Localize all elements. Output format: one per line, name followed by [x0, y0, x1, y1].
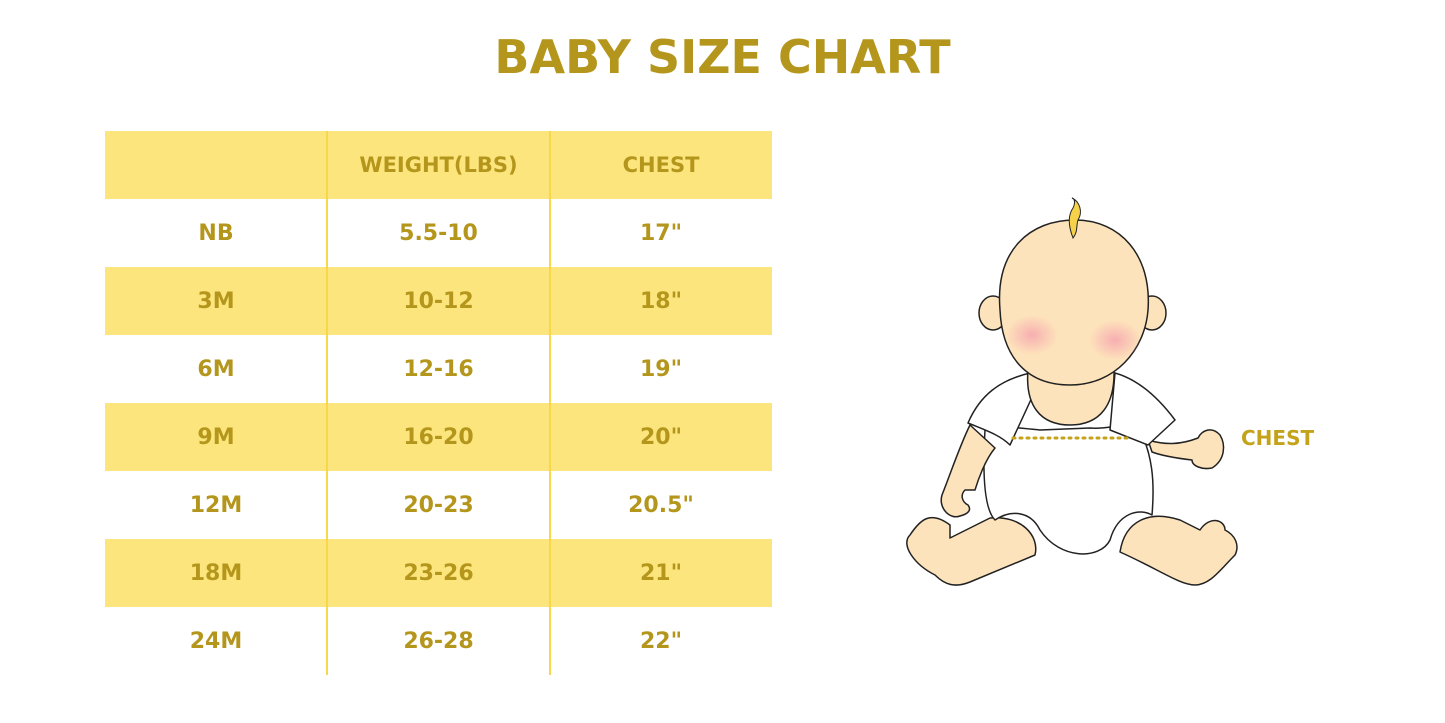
right-cheek: [1089, 320, 1141, 360]
size-table: WEIGHT(LBS) CHEST NB 5.5-10 17" 3M 10-12…: [105, 131, 772, 675]
onesie: [983, 424, 1154, 555]
chest-cell: 19": [639, 356, 683, 382]
size-cell: 12M: [189, 492, 243, 518]
table-row: 6M 12-16 19": [105, 335, 772, 403]
right-arm: [1147, 429, 1225, 470]
chest-cell: 20.5": [628, 492, 694, 518]
neck: [1026, 369, 1115, 426]
chest-cell: 17": [639, 220, 683, 246]
table-header: WEIGHT(LBS) CHEST: [105, 131, 772, 199]
head: [998, 219, 1150, 386]
table-row: 9M 16-20 20": [105, 403, 772, 471]
hair-curl: [1068, 197, 1081, 239]
table-row: 24M 26-28 22": [105, 607, 772, 675]
table-row: 3M 10-12 18": [105, 267, 772, 335]
weight-cell: 16-20: [403, 424, 474, 450]
header-cell: WEIGHT(LBS): [359, 153, 518, 177]
weight-cell: 12-16: [403, 356, 474, 382]
column-divider: [326, 131, 328, 675]
weight-cell: 20-23: [403, 492, 474, 518]
header-cell: CHEST: [622, 153, 700, 177]
chest-cell: 21": [639, 560, 683, 586]
table-row: NB 5.5-10 17": [105, 199, 772, 267]
size-cell: 3M: [197, 288, 235, 314]
size-cell: 24M: [189, 628, 243, 654]
table-row: 12M 20-23 20.5": [105, 471, 772, 539]
chest-label: CHEST: [1241, 426, 1315, 450]
chest-cell: 22": [639, 628, 683, 654]
right-sleeve: [1109, 372, 1176, 446]
column-divider: [549, 131, 551, 675]
size-cell: 9M: [197, 424, 235, 450]
chest-cell: 20": [639, 424, 683, 450]
size-cell: 6M: [197, 356, 235, 382]
header-cell: [105, 131, 327, 199]
right-leg: [1119, 515, 1238, 586]
page-title: BABY SIZE CHART: [494, 30, 951, 84]
weight-cell: 23-26: [403, 560, 474, 586]
size-cell: 18M: [189, 560, 243, 586]
chest-cell: 18": [639, 288, 683, 314]
left-cheek: [1006, 315, 1058, 355]
weight-cell: 26-28: [403, 628, 474, 654]
size-cell: NB: [198, 220, 234, 246]
baby-illustration: [906, 197, 1238, 586]
table-row: 18M 23-26 21": [105, 539, 772, 607]
weight-cell: 5.5-10: [399, 220, 478, 246]
left-leg: [906, 516, 1037, 586]
left-arm: [940, 424, 996, 518]
weight-cell: 10-12: [403, 288, 474, 314]
